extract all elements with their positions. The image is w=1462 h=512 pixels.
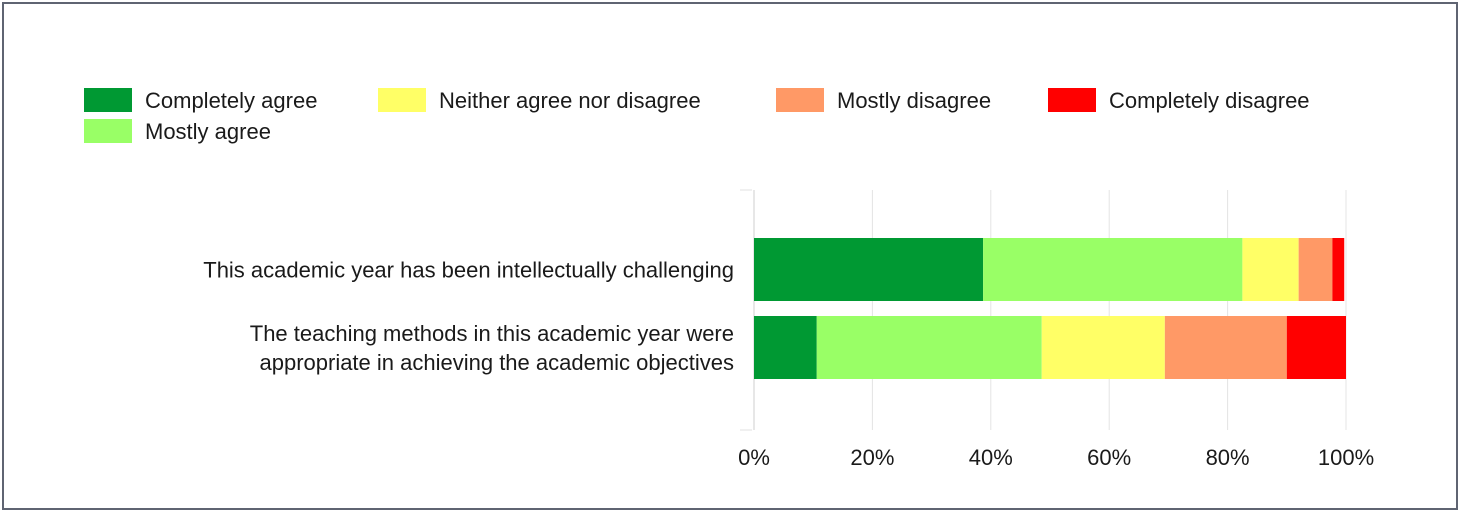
category-labels: This academic year has been intellectual… <box>203 258 734 376</box>
category-label-1-line-1: This academic year has been intellectual… <box>203 258 734 283</box>
bars <box>754 238 1346 379</box>
legend-label-2: Mostly agree <box>145 119 271 144</box>
bar-segment-1-3 <box>1242 238 1299 301</box>
category-label-2-line-2: appropriate in achieving the academic ob… <box>259 350 734 375</box>
bar-segment-2-1 <box>754 316 817 379</box>
x-tick-label-6: 100% <box>1318 445 1374 470</box>
legend-swatch-5 <box>1048 88 1096 112</box>
grid-lines <box>740 189 1347 431</box>
x-tick-label-3: 40% <box>969 445 1013 470</box>
legend-label-4: Mostly disagree <box>837 88 991 113</box>
bar-segment-2-5 <box>1286 316 1346 379</box>
x-tick-label-1: 0% <box>738 445 770 470</box>
x-tick-label-5: 80% <box>1206 445 1250 470</box>
bar-segment-1-5 <box>1332 238 1345 301</box>
x-tick-label-4: 60% <box>1087 445 1131 470</box>
bar-segment-1-2 <box>983 238 1243 301</box>
bar-segment-2-2 <box>816 316 1042 379</box>
x-tick-label-2: 20% <box>850 445 894 470</box>
bar-segment-1-4 <box>1298 238 1333 301</box>
bar-segment-2-4 <box>1164 316 1287 379</box>
x-axis-tick-labels: 0% 20% 40% 60% 80% 100% <box>738 445 1374 470</box>
legend-swatch-4 <box>776 88 824 112</box>
bar-segment-2-3 <box>1041 316 1165 379</box>
legend-swatch-2 <box>84 119 132 143</box>
legend-swatch-3 <box>378 88 426 112</box>
legend-label-3: Neither agree nor disagree <box>439 88 701 113</box>
legend-swatch-1 <box>84 88 132 112</box>
legend: Completely agree Mostly agree Neither agre… <box>84 88 1310 144</box>
legend-label-1: Completely agree <box>145 88 317 113</box>
bar-segment-1-1 <box>754 238 984 301</box>
category-label-2-line-1: The teaching methods in this academic ye… <box>250 321 734 346</box>
legend-label-5: Completely disagree <box>1109 88 1310 113</box>
